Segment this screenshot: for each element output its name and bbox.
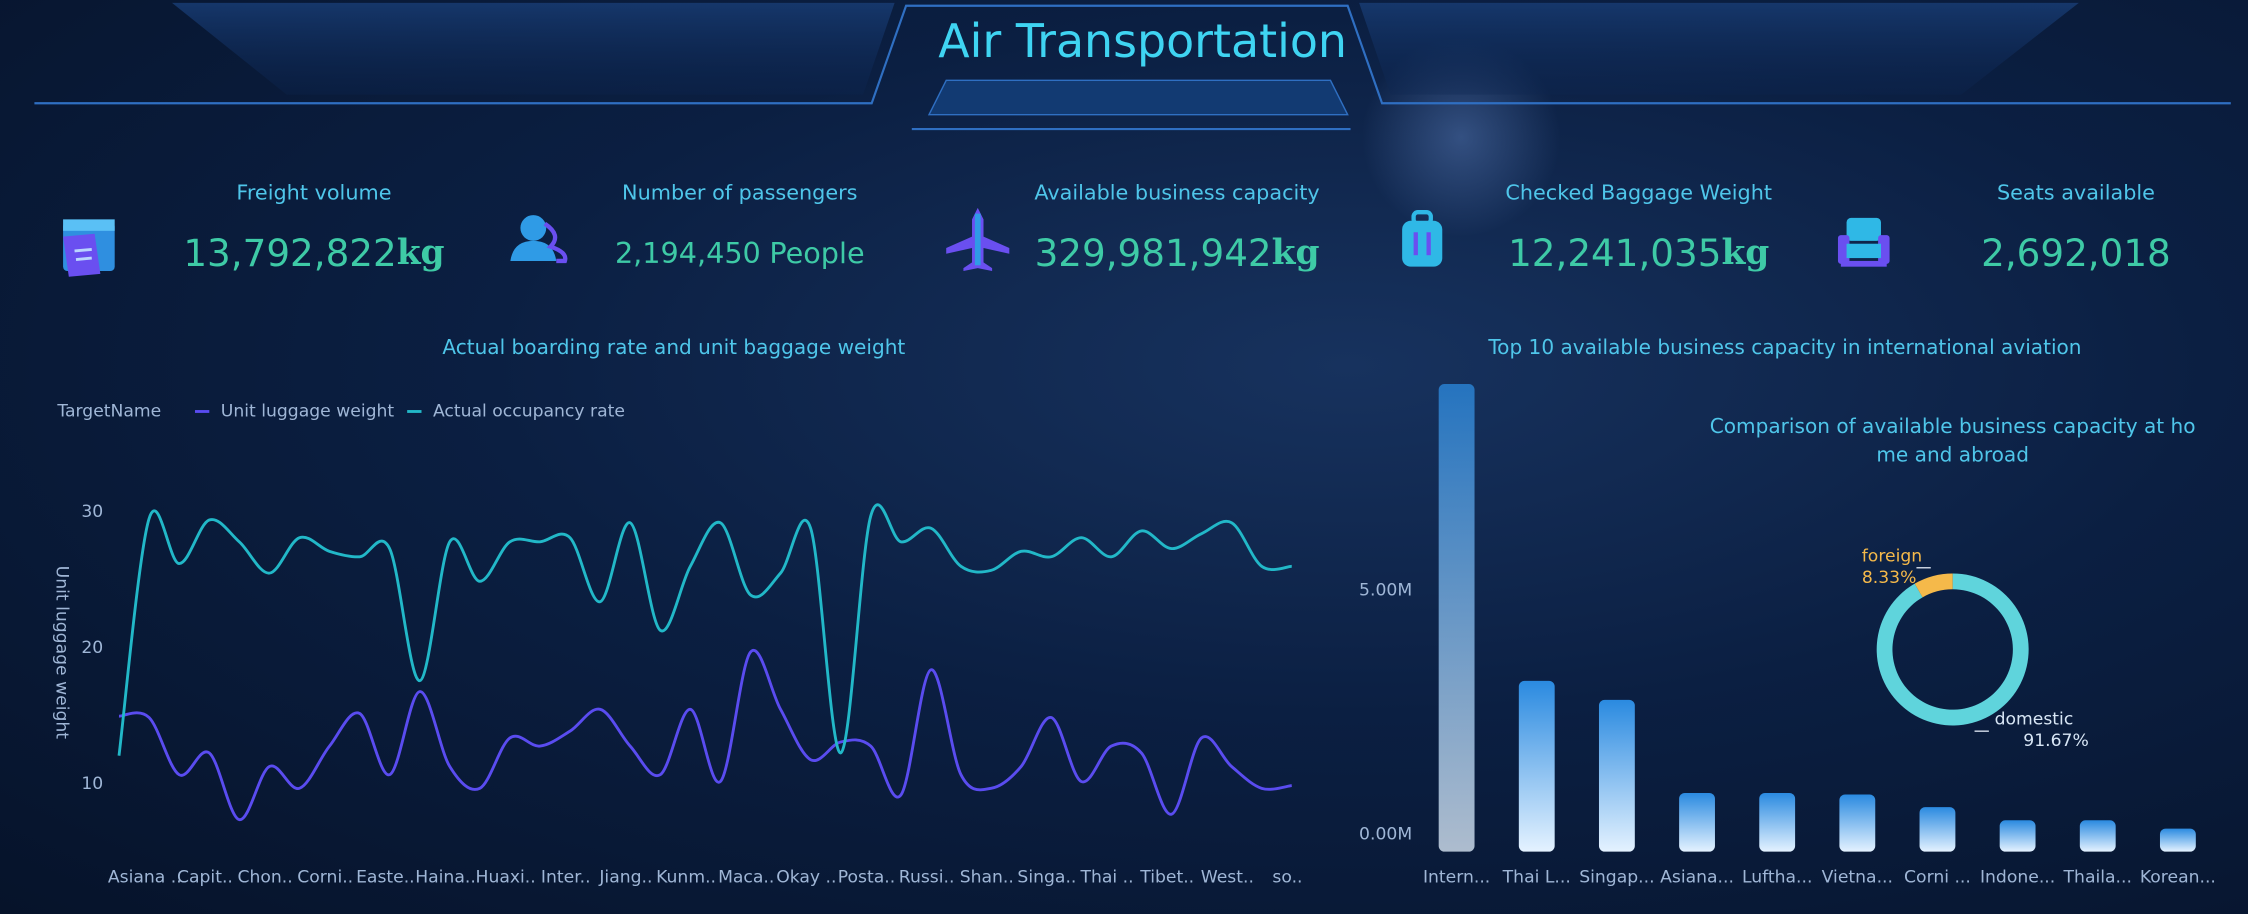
legend-label: Actual occupancy rate <box>433 401 625 421</box>
bar <box>1438 384 1475 852</box>
charts: Actual boarding rate and unit baggage we… <box>52 335 2216 888</box>
y-tick-label: 5.00M <box>1359 581 1412 601</box>
kpi-unit: kg <box>1721 233 1769 273</box>
x-tick-label: Maca.. <box>718 867 774 887</box>
kpi-number: 13,792,822 <box>183 231 396 275</box>
x-tick-label: West.. <box>1201 867 1254 887</box>
bar <box>2079 820 2116 852</box>
x-tick-label: Korean... <box>2140 867 2216 887</box>
bar <box>1919 807 1956 852</box>
x-tick-label: Tibet.. <box>1139 867 1194 887</box>
x-tick-label: Haina.. <box>415 867 476 887</box>
y-tick-label: 0.00M <box>1359 824 1412 844</box>
slice-label: domestic <box>1995 710 2074 730</box>
kpi-label: Available business capacity <box>1034 181 1319 205</box>
page-title: Air Transportation <box>938 14 1347 68</box>
x-tick-label: so.. <box>1272 867 1302 887</box>
x-tick-label: Vietna... <box>1822 867 1893 887</box>
x-tick-label: Singap... <box>1579 867 1654 887</box>
slice-label: foreign <box>1862 546 1922 566</box>
x-tick-label: Singa.. <box>1017 867 1076 887</box>
y-axis-title: Unit luggage weight <box>52 566 72 740</box>
kpi-value: 2,194,450 People <box>615 236 865 270</box>
x-tick-label: Okay .. <box>776 867 836 887</box>
x-tick-label: Capit.. <box>177 867 233 887</box>
kpi-number: 2,692,018 <box>1981 231 2171 275</box>
chart-title: Comparison of available business capacit… <box>1709 415 2196 468</box>
x-tick-label: Jiang.. <box>598 867 652 887</box>
x-tick-label: Posta.. <box>838 867 895 887</box>
x-tick-label: Thaila... <box>2063 867 2132 887</box>
kpi-label: Freight volume <box>236 181 391 205</box>
kpi-label: Seats available <box>1997 181 2155 205</box>
kpi-value: 329,981,942kg <box>1035 231 1320 275</box>
series-line <box>118 648 1292 822</box>
kpi-number: 329,981,942 <box>1035 231 1272 275</box>
kpi-value: 12,241,035kg <box>1508 231 1769 275</box>
x-tick-label: Corni ... <box>1904 867 1971 887</box>
y-tick-label: 20 <box>81 638 103 658</box>
legend-title: TargetName <box>56 401 161 421</box>
header-frame <box>34 2 2231 131</box>
kpi-value: 2,692,018 <box>1981 231 2171 275</box>
series-line <box>117 503 1292 756</box>
kpi-label: Checked Baggage Weight <box>1505 181 1772 205</box>
kpi-value: 13,792,822kg <box>183 231 444 275</box>
bar <box>1679 792 1715 852</box>
x-tick-label: Chon.. <box>237 867 292 887</box>
x-tick-label: Asiana .. <box>108 867 182 887</box>
x-tick-label: Inter.. <box>541 867 591 887</box>
chart-title-box: Comparison of available business capacit… <box>1709 415 2196 468</box>
bar <box>1518 680 1555 852</box>
slice-value-label: 91.67% <box>2023 731 2089 751</box>
donut-slice <box>1914 573 1953 598</box>
x-tick-label: Asiana... <box>1660 867 1734 887</box>
bar <box>1999 820 2036 852</box>
x-tick-label: Kunm.. <box>656 867 716 887</box>
kpi-unit: kg <box>397 233 445 273</box>
x-tick-label: Luftha... <box>1742 867 1812 887</box>
y-tick-label: 30 <box>81 502 103 522</box>
x-tick-label: Thai L... <box>1502 867 1571 887</box>
kpi-number: 12,241,035 <box>1508 231 1721 275</box>
kpi-label: Number of passengers <box>622 181 857 205</box>
x-tick-label: Corni.. <box>297 867 353 887</box>
slice-value-label: 8.33% <box>1862 568 1917 588</box>
bar <box>1839 794 1876 852</box>
x-tick-label: Easte.. <box>356 867 415 887</box>
x-tick-label: Indone... <box>1980 867 2055 887</box>
kpi-icons <box>63 207 1890 277</box>
x-tick-label: Intern... <box>1423 867 1490 887</box>
bar <box>2159 828 2196 852</box>
bar <box>1759 792 1796 852</box>
legend-label: Unit luggage weight <box>221 401 395 421</box>
x-tick-label: Huaxi.. <box>476 867 536 887</box>
chart-title: Actual boarding rate and unit baggage we… <box>442 335 905 359</box>
x-tick-label: Russi.. <box>899 867 955 887</box>
donut-slice <box>1876 573 2029 726</box>
kpi-unit: kg <box>1272 233 1320 273</box>
x-tick-label: Shan.. <box>960 867 1014 887</box>
x-tick-label: Thai .. <box>1080 867 1134 887</box>
kpi-unit: People <box>769 236 864 270</box>
y-tick-label: 10 <box>81 774 103 794</box>
kpi-number: 2,194,450 <box>615 236 761 270</box>
bar <box>1598 699 1635 852</box>
chart-title: Top 10 available business capacity in in… <box>1487 335 2081 359</box>
